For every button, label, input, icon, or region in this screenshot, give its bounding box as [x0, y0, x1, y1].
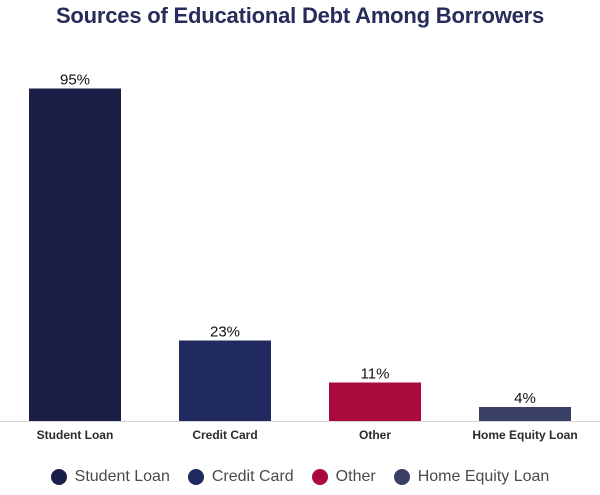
- bar-other: [329, 382, 421, 421]
- legend-swatch-other: [311, 469, 328, 485]
- chart-legend: Student Loan Credit Card Other Home Equi…: [0, 468, 600, 486]
- data-label-student-loan: 95%: [60, 72, 90, 89]
- legend-item-student-loan: Student Loan: [50, 468, 170, 486]
- tick-label-student-loan: Student Loan: [37, 428, 114, 442]
- data-label-home-equity-loan: 4%: [514, 390, 536, 407]
- bar-student-loan: [29, 88, 121, 421]
- data-label-credit-card: 23%: [210, 324, 240, 341]
- legend-swatch-student-loan: [50, 469, 67, 485]
- tick-label-other: Other: [359, 428, 391, 442]
- bar-chart: 95% Student Loan 23% Credit Card 11% Other 4% H…: [0, 72, 600, 442]
- legend-item-credit-card: Credit Card: [187, 468, 294, 486]
- legend-label-student-loan: Student Loan: [74, 468, 170, 485]
- bar-home-equity-loan: [479, 407, 571, 421]
- chart-title: Sources of Educational Debt Among Borrow…: [55, 3, 545, 28]
- tick-label-home-equity-loan: Home Equity Loan: [472, 428, 577, 442]
- legend-item-other: Other: [311, 468, 376, 486]
- legend-label-credit-card: Credit Card: [211, 468, 294, 485]
- data-label-other: 11%: [361, 366, 390, 383]
- legend-label-home-equity-loan: Home Equity Loan: [417, 468, 550, 485]
- bar-credit-card: [179, 340, 271, 421]
- tick-label-credit-card: Credit Card: [192, 428, 257, 442]
- legend-swatch-credit-card: [187, 469, 204, 485]
- legend-item-home-equity-loan: Home Equity Loan: [393, 468, 550, 486]
- legend-swatch-home-equity-loan: [393, 469, 410, 485]
- legend-label-other: Other: [335, 468, 376, 485]
